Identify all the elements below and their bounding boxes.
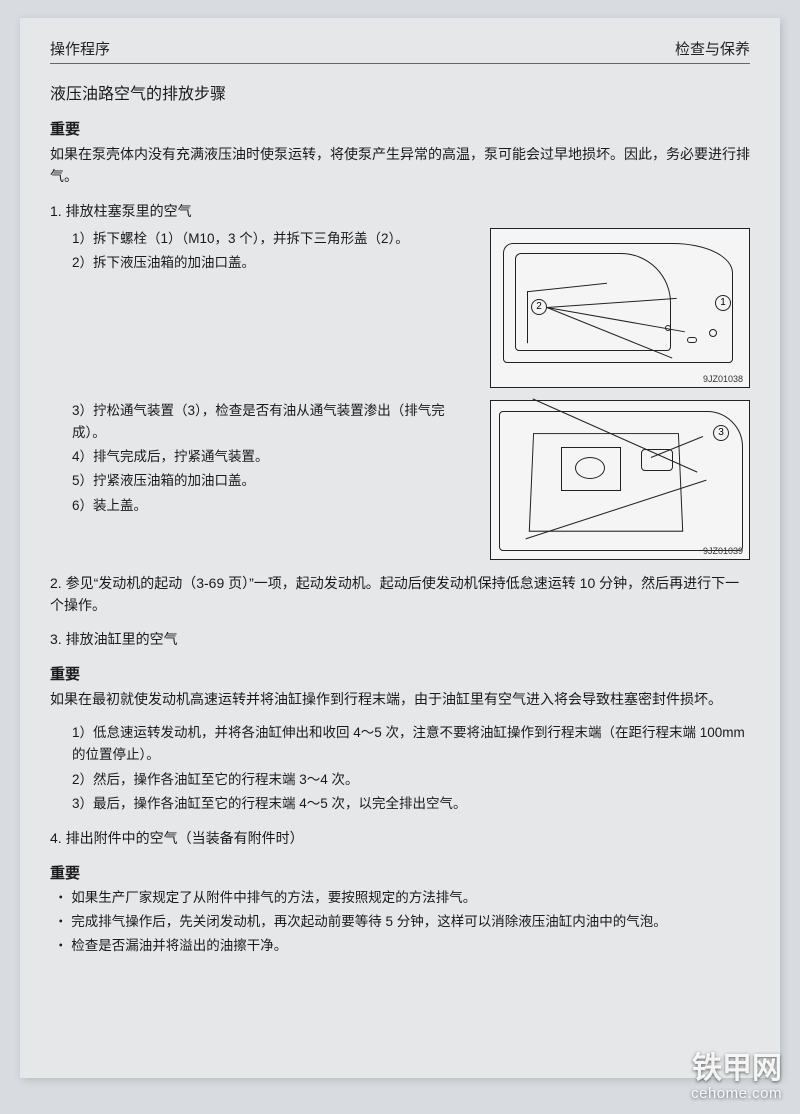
step-4-heading: 4. 排出附件中的空气（当装备有附件时） <box>50 827 750 849</box>
important-2-text: 如果在最初就使发动机高速运转并将油缸操作到行程末端，由于油缸里有空气进入将会导致… <box>50 688 750 710</box>
step1-item-4: 4）排气完成后，拧紧通气装置。 <box>50 446 478 468</box>
header-left: 操作程序 <box>50 38 110 59</box>
step-2: 2. 参见“发动机的起动（3-69 页）”一项，起动发动机。起动后使发动机保持低… <box>50 572 750 617</box>
section-title: 液压油路空气的排放步骤 <box>50 80 750 104</box>
step1-item-5: 5）拧紧液压油箱的加油口盖。 <box>50 470 478 492</box>
step1-item-3: 3）拧松通气装置（3），检查是否有油从通气装置渗出（排气完成）。 <box>50 400 478 445</box>
page-header: 操作程序 检查与保养 <box>50 38 750 64</box>
watermark: 铁甲网 cehome.com <box>691 1052 782 1102</box>
figure-2-label: 9JZ01039 <box>703 546 743 556</box>
important3-item-3: ・ 检查是否漏油并将溢出的油擦干净。 <box>50 935 750 957</box>
callout-3: 3 <box>713 425 729 441</box>
important3-item-2: ・ 完成排气操作后，先关闭发动机，再次起动前要等待 5 分钟，这样可以消除液压油… <box>50 911 750 933</box>
header-right: 检查与保养 <box>675 38 750 59</box>
watermark-main: 铁甲网 <box>691 1052 782 1085</box>
step1-item-6: 6）装上盖。 <box>50 495 478 517</box>
step1-item-2: 2）拆下液压油箱的加油口盖。 <box>50 252 478 274</box>
step-1-heading: 1. 排放柱塞泵里的空气 <box>50 200 750 224</box>
important-label-1: 重要 <box>50 118 750 139</box>
step3-item-1: 1）低怠速运转发动机，并将各油缸伸出和收回 4～5 次，注意不要将油缸操作到行程… <box>50 722 750 767</box>
callout-2: 2 <box>531 299 547 315</box>
step-3-heading: 3. 排放油缸里的空气 <box>50 628 750 650</box>
important-label-3: 重要 <box>50 862 750 883</box>
step1-block-a: 1）拆下螺栓（1）（M10，3 个），并拆下三角形盖（2）。 2）拆下液压油箱的… <box>50 228 750 388</box>
intro-paragraph: 如果在泵壳体内没有充满液压油时使泵运转，将使泵产生异常的高温，泵可能会过早地损坏… <box>50 143 750 188</box>
figure-2: 3 9JZ01039 <box>490 400 750 560</box>
callout-1: 1 <box>715 295 731 311</box>
watermark-sub: cehome.com <box>691 1085 782 1102</box>
figure-1-label: 9JZ01038 <box>703 374 743 384</box>
step3-item-2: 2）然后，操作各油缸至它的行程末端 3～4 次。 <box>50 769 750 791</box>
important3-item-1: ・ 如果生产厂家规定了从附件中排气的方法，要按照规定的方法排气。 <box>50 887 750 909</box>
figure-1: 1 2 9JZ01038 <box>490 228 750 388</box>
step3-item-3: 3）最后，操作各油缸至它的行程末端 4～5 次，以完全排出空气。 <box>50 793 750 815</box>
manual-page: 操作程序 检查与保养 液压油路空气的排放步骤 重要 如果在泵壳体内没有充满液压油… <box>20 18 780 1078</box>
step1-item-1: 1）拆下螺栓（1）（M10，3 个），并拆下三角形盖（2）。 <box>50 228 478 250</box>
step1-block-b: 3）拧松通气装置（3），检查是否有油从通气装置渗出（排气完成）。 4）排气完成后… <box>50 400 750 560</box>
important-label-2: 重要 <box>50 663 750 684</box>
